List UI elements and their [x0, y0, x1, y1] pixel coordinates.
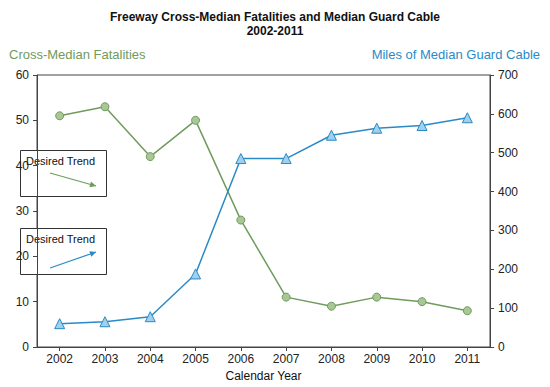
svg-text:600: 600 [498, 107, 518, 121]
svg-text:Desired Trend: Desired Trend [26, 155, 95, 167]
svg-text:Freeway Cross-Median Fatalitie: Freeway Cross-Median Fatalities and Medi… [110, 10, 440, 24]
svg-text:50: 50 [16, 113, 30, 127]
svg-text:0: 0 [498, 340, 505, 354]
svg-text:Desired Trend: Desired Trend [26, 233, 95, 245]
svg-text:300: 300 [498, 223, 518, 237]
svg-text:2005: 2005 [182, 352, 209, 366]
svg-text:40: 40 [16, 159, 30, 173]
svg-text:30: 30 [16, 204, 30, 218]
svg-text:10: 10 [16, 295, 30, 309]
svg-text:2004: 2004 [137, 352, 164, 366]
svg-text:200: 200 [498, 262, 518, 276]
svg-text:60: 60 [16, 68, 30, 82]
svg-text:Calendar Year: Calendar Year [225, 369, 301, 383]
svg-text:2009: 2009 [363, 352, 390, 366]
svg-text:2002: 2002 [46, 352, 73, 366]
svg-text:100: 100 [498, 301, 518, 315]
svg-text:Cross-Median Fatalities: Cross-Median Fatalities [9, 47, 146, 62]
svg-text:2011: 2011 [454, 352, 480, 366]
svg-text:2008: 2008 [318, 352, 345, 366]
svg-text:20: 20 [16, 249, 30, 263]
svg-text:2010: 2010 [409, 352, 436, 366]
svg-text:500: 500 [498, 146, 518, 160]
svg-text:700: 700 [498, 68, 518, 82]
svg-text:Miles of Median Guard Cable: Miles of Median Guard Cable [372, 47, 540, 62]
svg-text:2006: 2006 [227, 352, 254, 366]
svg-text:0: 0 [22, 340, 29, 354]
svg-text:2003: 2003 [92, 352, 119, 366]
svg-text:2002-2011: 2002-2011 [247, 24, 304, 38]
svg-text:2007: 2007 [273, 352, 300, 366]
svg-text:400: 400 [498, 185, 518, 199]
